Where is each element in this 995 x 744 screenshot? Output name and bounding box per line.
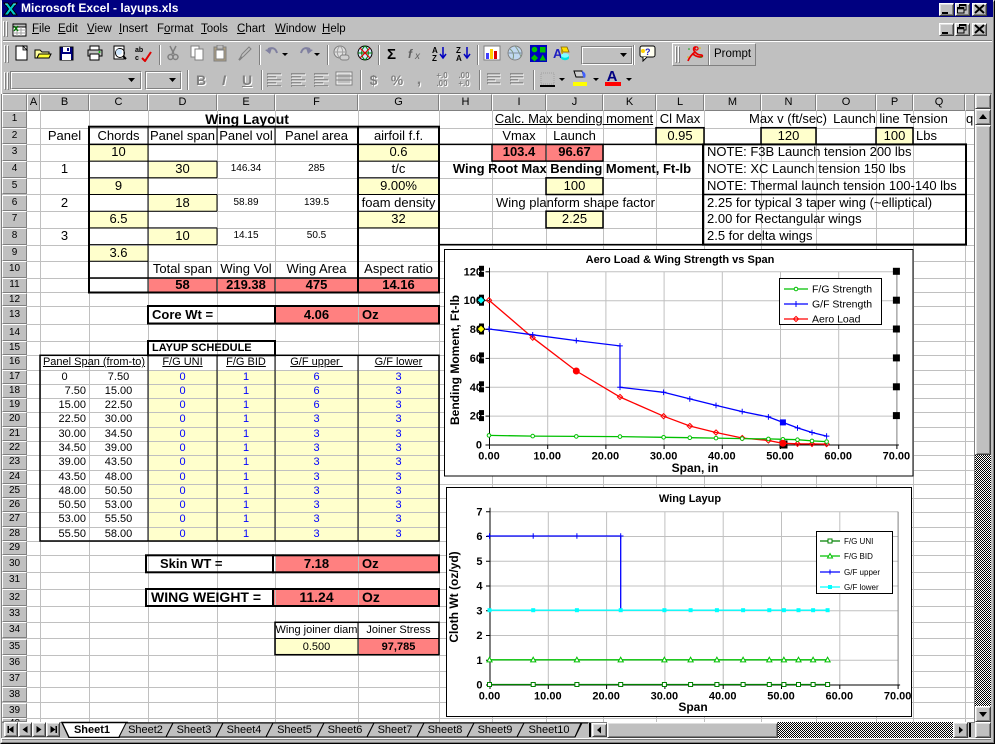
svg-text:G/F Strength: G/F Strength (812, 299, 872, 311)
svg-text:10.00: 10.00 (534, 691, 562, 703)
svg-text:40.00: 40.00 (709, 691, 737, 703)
svg-text:A: A (456, 54, 462, 62)
svg-text:2: 2 (476, 630, 482, 642)
svg-text:Sheet3: Sheet3 (177, 724, 212, 736)
svg-text:100: 100 (464, 295, 482, 307)
svg-text:Sheet5: Sheet5 (277, 724, 312, 736)
svg-text:Aero Load & Wing Strength vs S: Aero Load & Wing Strength vs Span (586, 254, 775, 266)
svg-text:6: 6 (476, 531, 482, 543)
svg-text:F/G Strength: F/G Strength (812, 284, 872, 296)
svg-text:7: 7 (476, 506, 482, 518)
svg-text:Span: Span (678, 700, 707, 714)
svg-text:c: c (135, 55, 139, 62)
svg-text:Σ: Σ (387, 46, 396, 62)
svg-text:70.00: 70.00 (883, 451, 911, 463)
svg-text:5: 5 (476, 556, 482, 568)
svg-text:Sheet8: Sheet8 (428, 724, 463, 736)
svg-text:Span, in: Span, in (672, 461, 719, 475)
svg-text:Aero Load: Aero Load (812, 314, 861, 326)
svg-text:3: 3 (476, 605, 482, 617)
svg-text:F/G BID: F/G BID (844, 552, 873, 561)
svg-text:Wing Layup: Wing Layup (659, 493, 722, 505)
svg-text:40.00: 40.00 (708, 451, 736, 463)
svg-text:20: 20 (470, 411, 482, 423)
svg-text:50.00: 50.00 (766, 451, 794, 463)
svg-text:20.00: 20.00 (592, 451, 620, 463)
svg-text:1: 1 (476, 655, 482, 667)
svg-text:70.00: 70.00 (884, 691, 912, 703)
svg-text:30.00: 30.00 (651, 691, 679, 703)
svg-text:Z: Z (456, 46, 461, 55)
svg-text:50.00: 50.00 (767, 691, 795, 703)
svg-text:0.00: 0.00 (478, 451, 499, 463)
svg-text:Sheet1: Sheet1 (74, 724, 110, 736)
svg-text:Sheet10: Sheet10 (529, 724, 570, 736)
svg-text:60.00: 60.00 (826, 691, 854, 703)
svg-text:A: A (432, 46, 438, 55)
svg-text:Bending Moment, Ft-lb: Bending Moment, Ft-lb (448, 295, 462, 425)
svg-text:Sheet2: Sheet2 (128, 724, 163, 736)
svg-text:f: f (408, 47, 413, 61)
svg-text:10.00: 10.00 (533, 451, 561, 463)
svg-text:A: A (553, 46, 563, 61)
svg-text:Z: Z (432, 54, 437, 62)
svg-text:Sheet9: Sheet9 (478, 724, 513, 736)
svg-text:?: ? (645, 47, 651, 57)
svg-text:60.00: 60.00 (824, 451, 852, 463)
svg-text:G/F lower: G/F lower (844, 583, 879, 592)
svg-text:Cloth Wt (oz/yd): Cloth Wt (oz/yd) (447, 551, 461, 642)
svg-text:30.00: 30.00 (650, 451, 678, 463)
svg-text:40: 40 (470, 382, 482, 394)
svg-text:G/F upper: G/F upper (844, 568, 880, 577)
svg-text:x: x (414, 51, 421, 62)
svg-text:F/G UNI: F/G UNI (844, 537, 873, 546)
svg-text:Sheet7: Sheet7 (378, 724, 413, 736)
svg-text:4: 4 (476, 581, 483, 593)
svg-text:0.00: 0.00 (479, 691, 500, 703)
svg-text:20.00: 20.00 (592, 691, 620, 703)
svg-text:ab: ab (135, 47, 143, 54)
svg-text:Sheet4: Sheet4 (227, 724, 262, 736)
svg-text:60: 60 (470, 353, 482, 365)
svg-text:0: 0 (476, 680, 482, 692)
svg-text:0: 0 (476, 440, 482, 452)
svg-text:120: 120 (464, 266, 482, 278)
svg-text:Sheet6: Sheet6 (328, 724, 363, 736)
